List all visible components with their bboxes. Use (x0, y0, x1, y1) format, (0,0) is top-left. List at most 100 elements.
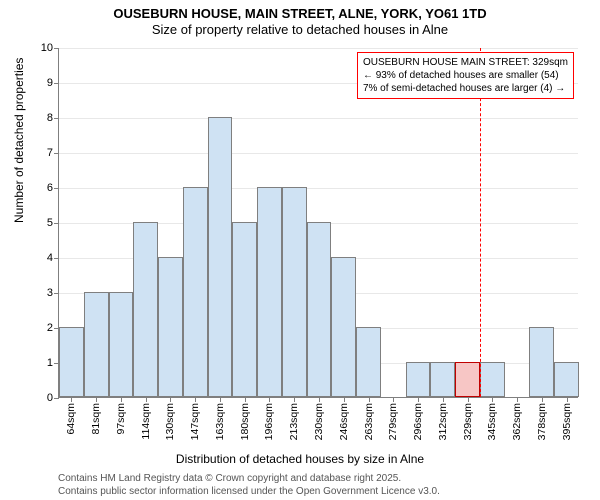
ytick-label: 8 (29, 112, 53, 124)
xtick-label: 378sqm (536, 403, 548, 440)
gridline (59, 118, 578, 119)
xtick-mark (517, 397, 518, 402)
histogram-bar (232, 222, 257, 397)
histogram-bar (109, 292, 134, 397)
xtick-mark (567, 397, 568, 402)
gridline (59, 153, 578, 154)
xtick-mark (542, 397, 543, 402)
xtick-label: 180sqm (239, 403, 251, 440)
xtick-mark (369, 397, 370, 402)
xtick-mark (220, 397, 221, 402)
xtick-label: 114sqm (140, 403, 152, 440)
ytick-label: 4 (29, 252, 53, 264)
xtick-mark (195, 397, 196, 402)
ytick-label: 10 (29, 42, 53, 54)
xtick-mark (71, 397, 72, 402)
x-axis-label: Distribution of detached houses by size … (0, 452, 600, 466)
xtick-label: 130sqm (164, 403, 176, 440)
histogram-bar (430, 362, 455, 397)
xtick-label: 163sqm (214, 403, 226, 440)
gridline (59, 48, 578, 49)
xtick-mark (319, 397, 320, 402)
xtick-label: 147sqm (189, 403, 201, 440)
histogram-bar (480, 362, 505, 397)
ytick-mark (54, 258, 59, 259)
y-axis-label: Number of detached properties (12, 58, 26, 223)
histogram-bar (59, 327, 84, 397)
xtick-label: 196sqm (263, 403, 275, 440)
histogram-bar (133, 222, 158, 397)
xtick-label: 345sqm (486, 403, 498, 440)
xtick-mark (492, 397, 493, 402)
xtick-label: 312sqm (437, 403, 449, 440)
xtick-mark (468, 397, 469, 402)
histogram-bar (356, 327, 381, 397)
histogram-bar (208, 117, 233, 397)
histogram-bar (331, 257, 356, 397)
histogram-bar (529, 327, 554, 397)
histogram-bar (282, 187, 307, 397)
histogram-bar (84, 292, 109, 397)
xtick-mark (393, 397, 394, 402)
xtick-label: 296sqm (412, 403, 424, 440)
footer-line2: Contains public sector information licen… (58, 486, 440, 499)
xtick-label: 263sqm (363, 403, 375, 440)
xtick-mark (146, 397, 147, 402)
xtick-mark (170, 397, 171, 402)
ytick-mark (54, 223, 59, 224)
xtick-label: 81sqm (90, 403, 102, 435)
xtick-label: 329sqm (462, 403, 474, 440)
histogram-bar (554, 362, 579, 397)
histogram-bar (158, 257, 183, 397)
plot-surface: 01234567891064sqm81sqm97sqm114sqm130sqm1… (58, 48, 578, 398)
ytick-label: 5 (29, 217, 53, 229)
ytick-label: 0 (29, 392, 53, 404)
chart-title-block: OUSEBURN HOUSE, MAIN STREET, ALNE, YORK,… (0, 0, 600, 39)
ytick-label: 3 (29, 287, 53, 299)
xtick-label: 230sqm (313, 403, 325, 440)
histogram-bar (183, 187, 208, 397)
ytick-label: 1 (29, 357, 53, 369)
xtick-mark (294, 397, 295, 402)
ytick-mark (54, 48, 59, 49)
title-line1: OUSEBURN HOUSE, MAIN STREET, ALNE, YORK,… (0, 6, 600, 22)
footer-line1: Contains HM Land Registry data © Crown c… (58, 473, 440, 486)
ytick-label: 7 (29, 147, 53, 159)
histogram-bar (307, 222, 332, 397)
ytick-mark (54, 293, 59, 294)
xtick-mark (443, 397, 444, 402)
xtick-mark (96, 397, 97, 402)
gridline (59, 188, 578, 189)
xtick-mark (269, 397, 270, 402)
xtick-label: 213sqm (288, 403, 300, 440)
annotation-line2: ← 93% of detached houses are smaller (54… (363, 69, 568, 82)
histogram-bar (406, 362, 431, 397)
xtick-label: 362sqm (511, 403, 523, 440)
xtick-mark (418, 397, 419, 402)
attribution-footer: Contains HM Land Registry data © Crown c… (58, 473, 440, 498)
ytick-mark (54, 153, 59, 154)
title-line2: Size of property relative to detached ho… (0, 22, 600, 38)
ytick-label: 6 (29, 182, 53, 194)
ytick-mark (54, 83, 59, 84)
chart-plot-area: 01234567891064sqm81sqm97sqm114sqm130sqm1… (58, 48, 578, 398)
ytick-mark (54, 398, 59, 399)
xtick-mark (121, 397, 122, 402)
histogram-bar-highlight (455, 362, 480, 397)
annotation-line1: OUSEBURN HOUSE MAIN STREET: 329sqm (363, 56, 568, 69)
ytick-mark (54, 188, 59, 189)
xtick-label: 97sqm (115, 403, 127, 435)
annotation-callout: OUSEBURN HOUSE MAIN STREET: 329sqm← 93% … (357, 52, 574, 99)
histogram-bar (257, 187, 282, 397)
xtick-label: 64sqm (65, 403, 77, 435)
xtick-label: 246sqm (338, 403, 350, 440)
ytick-label: 2 (29, 322, 53, 334)
ytick-label: 9 (29, 77, 53, 89)
ytick-mark (54, 118, 59, 119)
annotation-line3: 7% of semi-detached houses are larger (4… (363, 82, 568, 95)
xtick-label: 279sqm (387, 403, 399, 440)
xtick-mark (245, 397, 246, 402)
highlight-marker-line (480, 48, 481, 397)
xtick-mark (344, 397, 345, 402)
xtick-label: 395sqm (561, 403, 573, 440)
